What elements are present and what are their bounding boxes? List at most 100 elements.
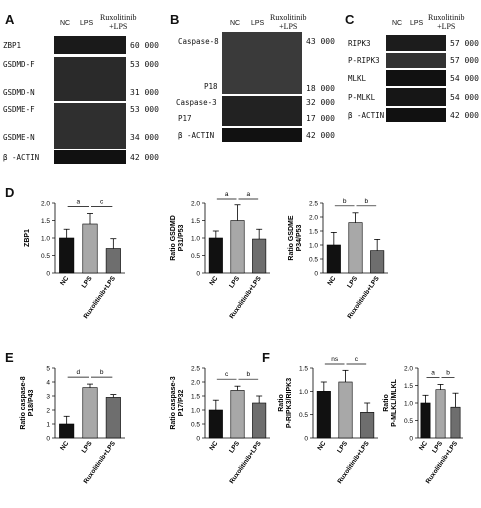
blot-strip-actin — [386, 108, 446, 122]
y-tick-label: 2.5 — [309, 201, 318, 208]
y-axis-label: Ratio caspase-3 — [170, 376, 177, 429]
y-tick-label: 1.5 — [404, 383, 413, 390]
y-axis-label: P18/P43 — [28, 389, 35, 416]
lane-label-lps: LPS — [80, 20, 94, 27]
panel-label-e: E — [5, 350, 14, 365]
significance-label: c — [100, 199, 104, 206]
y-axis-label: Ratio — [383, 394, 390, 412]
y-axis-label: Ratio — [278, 394, 285, 412]
category-label: NC — [208, 440, 219, 452]
category-label: NC — [418, 440, 429, 452]
lane-label-lps: LPS — [410, 20, 424, 27]
blot-strip-gsdme — [54, 103, 126, 149]
category-label: LPS — [431, 440, 444, 455]
y-tick-label: 2 — [46, 408, 50, 415]
y-axis-label: P31/P53 — [178, 224, 185, 251]
significance-label: b — [100, 369, 104, 376]
bar — [316, 391, 331, 439]
blot-c-row-label-3: MLKL — [348, 74, 367, 83]
blot-strip-actin — [54, 150, 126, 164]
y-tick-label: 0.5 — [309, 257, 318, 264]
blot-strip-caspase-8 — [222, 32, 302, 94]
significance-label: b — [343, 198, 347, 205]
bar — [450, 406, 461, 439]
blot-strip-p-mlkl — [386, 88, 446, 106]
blot-a-mw-2: 53 000 — [130, 60, 159, 69]
category-label: NC — [59, 440, 70, 452]
y-tick-label: 1.0 — [191, 236, 200, 243]
blot-b-row-label-5: β -ACTIN — [178, 131, 215, 140]
lane-label-nc: NC — [392, 20, 403, 27]
category-label: LPS — [228, 440, 241, 455]
panel-label-f: F — [262, 350, 270, 365]
y-tick-label: 0 — [46, 271, 50, 278]
bar — [338, 381, 353, 439]
bar — [82, 223, 98, 274]
y-tick-label: 0.5 — [191, 253, 200, 260]
y-tick-label: 0 — [304, 436, 308, 443]
y-tick-label: 1.5 — [41, 218, 50, 225]
lane-label-ruxolitinib-lps: Ruxolitinib +LPS — [428, 13, 465, 31]
blot-strip-p-ripk3 — [386, 53, 446, 68]
y-tick-label: 1.5 — [191, 218, 200, 225]
bar — [82, 387, 98, 439]
panel-label-a: A — [5, 12, 15, 27]
blot-a-mw-3: 31 000 — [130, 88, 159, 97]
y-tick-label: 1.0 — [191, 408, 200, 415]
y-tick-label: 0.5 — [404, 418, 413, 425]
bar — [348, 222, 363, 274]
bar — [326, 244, 341, 274]
y-tick-label: 5 — [46, 366, 50, 373]
y-axis-label: Ratio GSDME — [288, 215, 295, 260]
blot-strip-mlkl — [386, 70, 446, 86]
y-tick-label: 1.0 — [299, 389, 308, 396]
blot-c-mw-3: 54 000 — [450, 74, 479, 83]
y-axis-label: Ratio GSDMD — [170, 215, 177, 261]
blot-b-mw-5: 42 000 — [306, 131, 335, 140]
category-label: LPS — [81, 440, 94, 455]
y-tick-label: 2.0 — [191, 201, 200, 208]
y-tick-label: 0.5 — [299, 412, 308, 419]
significance-label: a — [247, 191, 251, 198]
lane-label-ruxolitinib-lps: Ruxolitinib +LPS — [100, 13, 137, 31]
blot-c-row-label-4: P-MLKL — [348, 93, 376, 102]
significance-label: b — [446, 369, 450, 376]
y-tick-label: 2.0 — [191, 380, 200, 387]
bar — [230, 390, 245, 439]
lane-label-ruxolitinib-lps: Ruxolitinib +LPS — [270, 13, 307, 31]
bar — [230, 220, 245, 274]
y-tick-label: 0 — [46, 436, 50, 443]
blot-b-mw-3: 32 000 — [306, 98, 335, 107]
y-tick-label: 1 — [46, 422, 50, 429]
bar — [360, 412, 375, 439]
significance-label: c — [225, 371, 229, 378]
bar — [208, 409, 223, 439]
bar — [370, 250, 385, 274]
significance-label: b — [365, 198, 369, 205]
category-label: NC — [59, 275, 70, 287]
category-label: NC — [316, 440, 327, 452]
blot-a-row-label-6: β -ACTIN — [3, 153, 40, 162]
y-tick-label: 0 — [314, 271, 318, 278]
y-axis-label: P-RIPK3/RIPK3 — [286, 378, 293, 428]
y-axis-label: ZBP1 — [24, 229, 31, 247]
significance-label: a — [77, 199, 81, 206]
y-tick-label: 1.0 — [309, 243, 318, 250]
category-label: LPS — [81, 275, 94, 290]
y-tick-label: 0.5 — [191, 422, 200, 429]
y-tick-label: 4 — [46, 380, 50, 387]
blot-a-row-label-4: GSDME-F — [3, 105, 35, 114]
blot-b-row-label-1: Caspase-8 — [178, 37, 219, 46]
blot-a-mw-4: 53 000 — [130, 105, 159, 114]
y-tick-label: 0 — [196, 436, 200, 443]
category-label: LPS — [228, 275, 241, 290]
category-label: LPS — [346, 275, 359, 290]
bar — [105, 248, 121, 274]
significance-label: c — [355, 356, 359, 363]
significance-label: ns — [331, 356, 339, 363]
y-tick-label: 2.0 — [309, 215, 318, 222]
blot-b-mw-4: 17 000 — [306, 114, 335, 123]
blot-b-row-label-3: Caspase-3 — [176, 98, 217, 107]
bar — [59, 237, 75, 274]
blot-strip-ripk3 — [386, 35, 446, 51]
